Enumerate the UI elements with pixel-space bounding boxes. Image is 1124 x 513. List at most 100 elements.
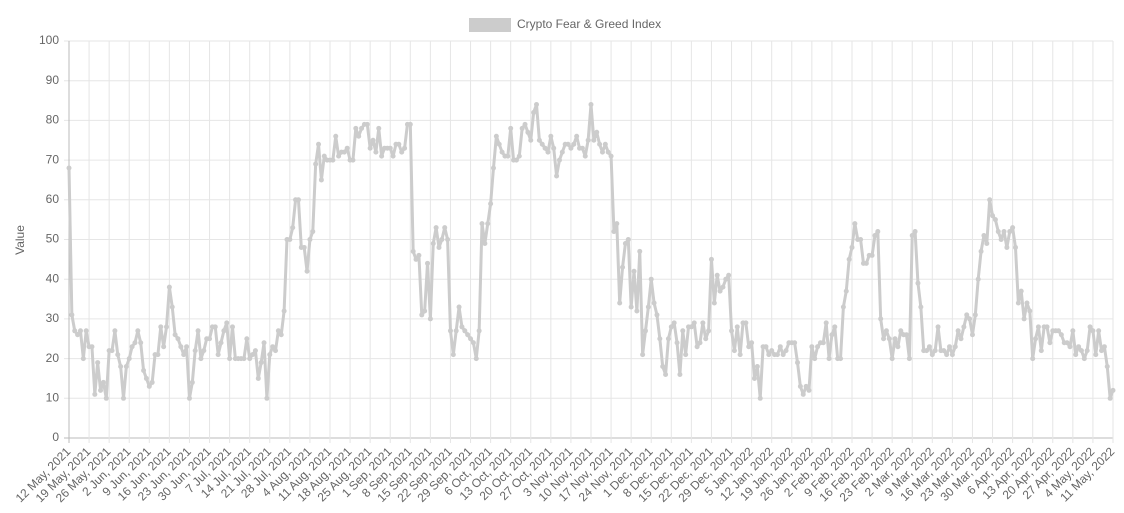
point	[525, 129, 531, 135]
point	[425, 260, 431, 266]
point	[364, 121, 370, 127]
point	[1093, 352, 1099, 358]
point	[955, 328, 961, 334]
point	[379, 153, 385, 159]
point	[858, 237, 864, 242]
point	[215, 352, 221, 358]
point	[574, 133, 580, 139]
point	[493, 133, 499, 139]
point	[883, 328, 889, 334]
point	[505, 153, 511, 159]
point	[164, 324, 170, 330]
point	[1007, 229, 1013, 235]
point	[522, 121, 528, 127]
point	[637, 248, 643, 254]
point	[186, 395, 192, 401]
point	[149, 379, 155, 385]
point	[1035, 324, 1041, 330]
point	[918, 304, 924, 310]
point	[605, 149, 611, 155]
point	[69, 312, 75, 318]
point	[668, 324, 674, 330]
point	[886, 336, 892, 342]
point	[929, 352, 935, 358]
point	[367, 145, 373, 151]
point	[903, 332, 909, 338]
point	[1073, 352, 1079, 358]
y-axis-title: Value	[13, 225, 27, 255]
point	[482, 240, 488, 246]
point	[313, 161, 319, 167]
point	[103, 395, 109, 401]
point	[774, 352, 780, 358]
point	[694, 344, 700, 350]
point	[869, 252, 875, 258]
point	[433, 225, 439, 231]
legend-label: Crypto Fear & Greed Index	[517, 17, 661, 31]
point	[743, 320, 749, 326]
point	[252, 348, 258, 354]
point	[95, 360, 101, 366]
point	[806, 387, 812, 393]
point	[468, 336, 474, 342]
point	[935, 324, 941, 330]
point	[175, 336, 181, 342]
point	[941, 348, 947, 354]
point	[396, 141, 402, 147]
point	[1101, 344, 1107, 350]
point	[1107, 395, 1113, 401]
point	[700, 320, 706, 326]
point	[726, 272, 732, 278]
point	[987, 197, 993, 203]
point	[680, 328, 686, 334]
point	[1056, 328, 1062, 334]
point	[218, 340, 224, 346]
point	[387, 145, 393, 151]
point	[244, 336, 250, 342]
point	[846, 256, 852, 262]
point	[376, 125, 382, 131]
point	[83, 328, 89, 334]
point	[688, 324, 694, 330]
point	[766, 352, 772, 358]
point	[703, 336, 709, 342]
point	[516, 153, 522, 159]
point	[949, 352, 955, 358]
point	[1001, 229, 1007, 235]
point	[118, 364, 124, 370]
point	[889, 356, 895, 362]
point	[763, 344, 769, 350]
point	[1104, 364, 1110, 370]
point	[447, 328, 453, 334]
point	[442, 225, 448, 231]
point	[588, 102, 594, 108]
point	[295, 197, 301, 203]
point	[166, 284, 172, 290]
point	[915, 280, 921, 286]
point	[554, 173, 560, 179]
point	[754, 364, 760, 370]
point	[318, 177, 324, 183]
point	[863, 260, 869, 266]
point	[998, 237, 1004, 242]
point	[663, 371, 669, 377]
point	[677, 371, 683, 377]
point	[1096, 328, 1102, 334]
point	[120, 395, 126, 401]
point	[657, 336, 663, 342]
point	[353, 125, 359, 131]
point	[370, 137, 376, 143]
point	[720, 284, 726, 290]
point	[1110, 387, 1116, 393]
point	[75, 332, 81, 338]
point	[565, 141, 571, 147]
point	[356, 133, 362, 139]
point	[898, 328, 904, 334]
point	[407, 121, 413, 127]
point	[823, 320, 829, 326]
point	[625, 237, 631, 242]
point	[1024, 300, 1030, 306]
point	[350, 157, 356, 163]
legend-swatch	[469, 18, 511, 32]
point	[674, 340, 680, 346]
